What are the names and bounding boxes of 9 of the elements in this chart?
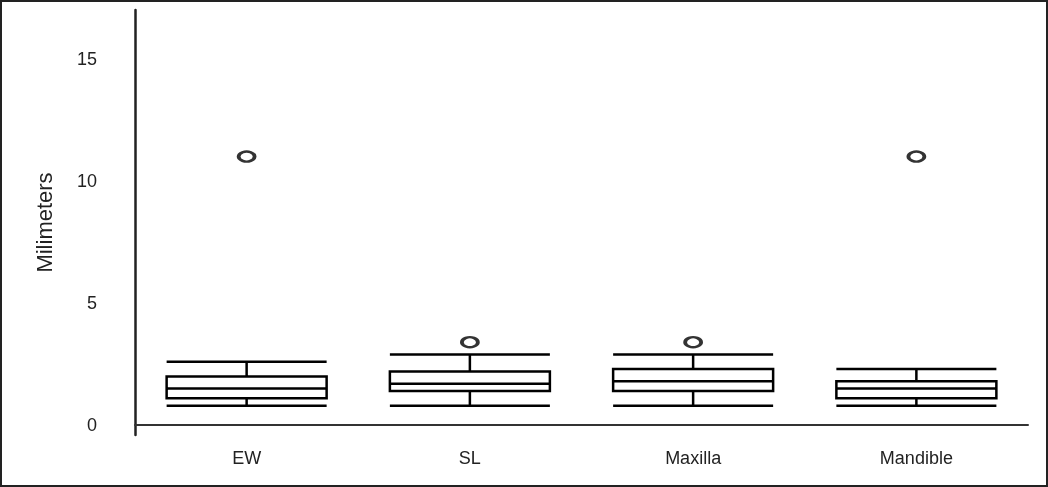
y-tick-label: 15 (76, 48, 97, 69)
y-tick-label: 5 (86, 293, 97, 314)
x-tick-label: Mandible (879, 448, 953, 468)
y-tick-label: 0 (86, 415, 97, 436)
y-tick-label: 10 (76, 170, 97, 191)
x-tick-label: SL (458, 448, 481, 468)
x-tick-label: Maxilla (665, 448, 723, 468)
x-tick-label: EW (232, 448, 262, 468)
y-axis-title: Milimeters (31, 172, 57, 273)
